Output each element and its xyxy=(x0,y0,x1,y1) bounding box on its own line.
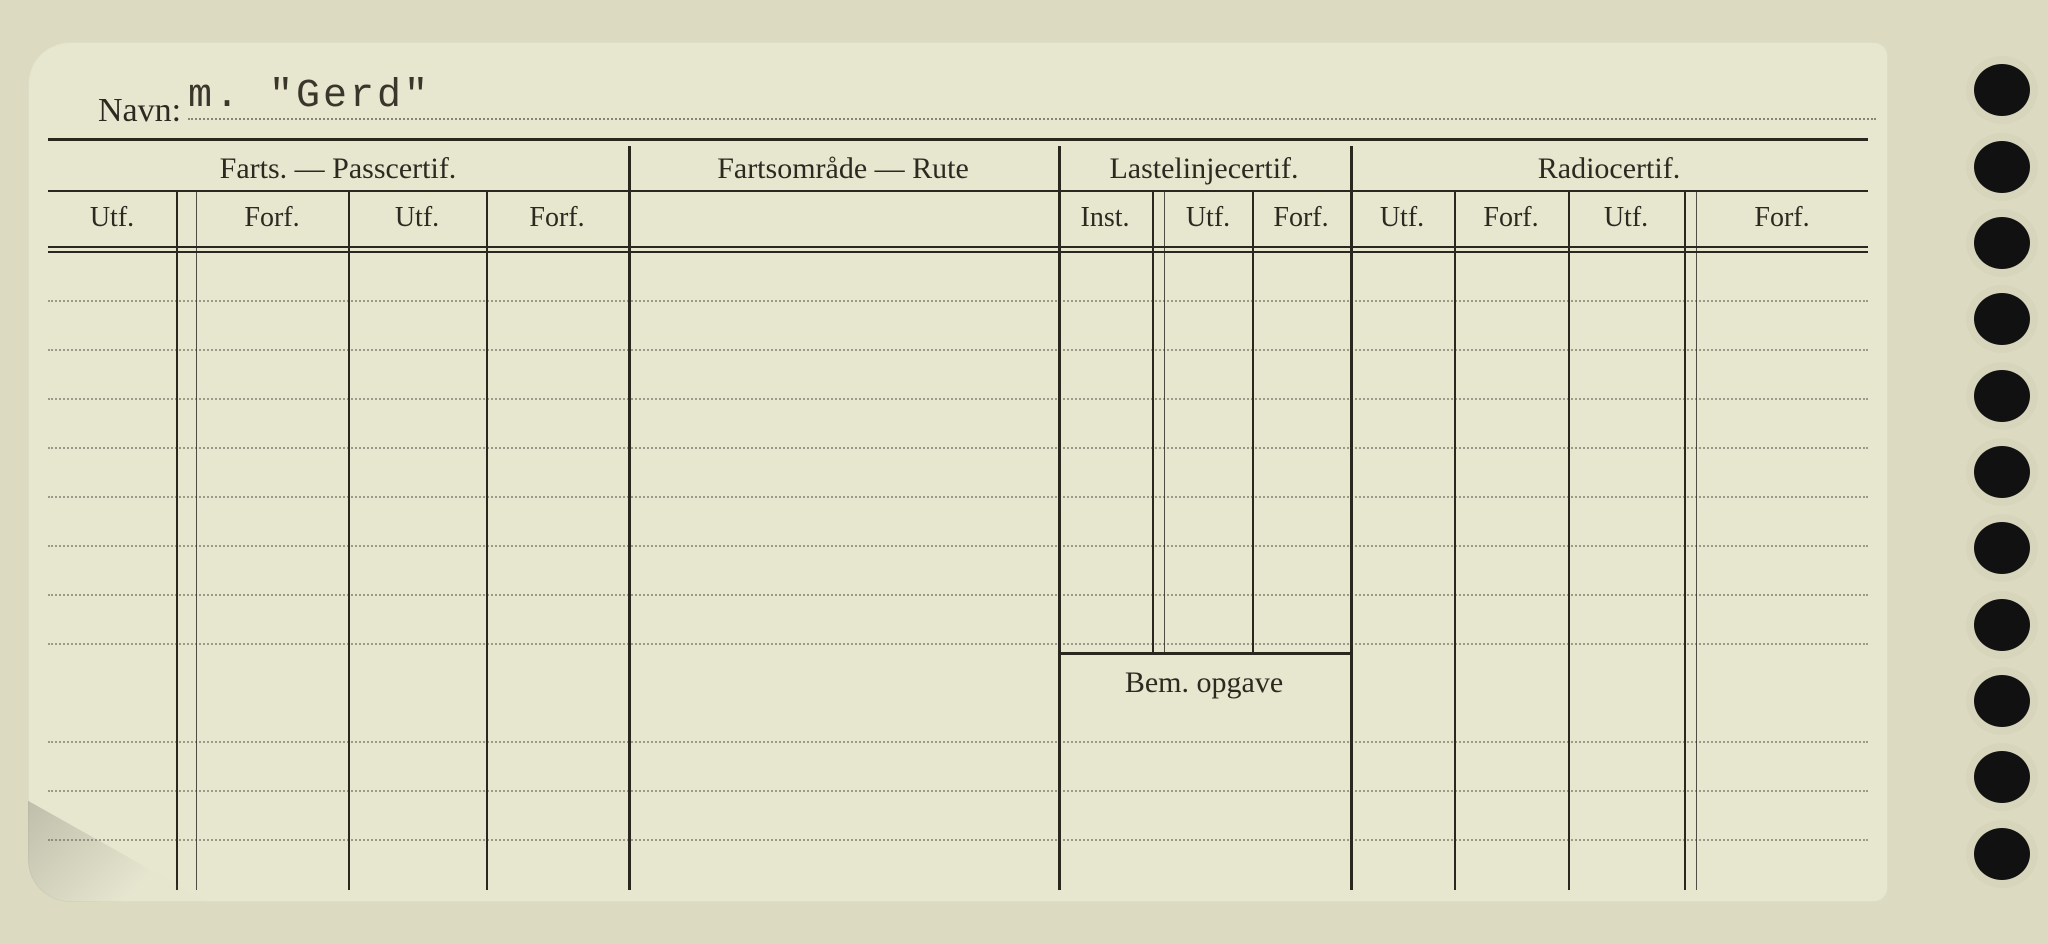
row-guides xyxy=(48,260,1868,890)
hole-icon xyxy=(1974,751,2030,803)
hole-icon xyxy=(1974,370,2030,422)
navn-label: Navn: xyxy=(98,92,181,130)
hole-icon xyxy=(1974,217,2030,269)
binding-holes xyxy=(1974,42,2030,902)
hole-icon xyxy=(1974,599,2030,651)
top-rule xyxy=(48,138,1868,141)
navn-field: Navn: m. "Gerd" xyxy=(84,74,1844,134)
hole-icon xyxy=(1974,64,2030,116)
hole-icon xyxy=(1974,675,2030,727)
index-card: Navn: m. "Gerd" Farts. — Passcertif. Far… xyxy=(28,42,1888,902)
navn-underline xyxy=(188,118,1876,120)
hole-icon xyxy=(1974,446,2030,498)
hole-icon xyxy=(1974,293,2030,345)
hole-icon xyxy=(1974,828,2030,880)
hole-icon xyxy=(1974,522,2030,574)
scan-page: Navn: m. "Gerd" Farts. — Passcertif. Far… xyxy=(0,0,2048,944)
hole-icon xyxy=(1974,141,2030,193)
navn-value: m. "Gerd" xyxy=(188,74,431,119)
